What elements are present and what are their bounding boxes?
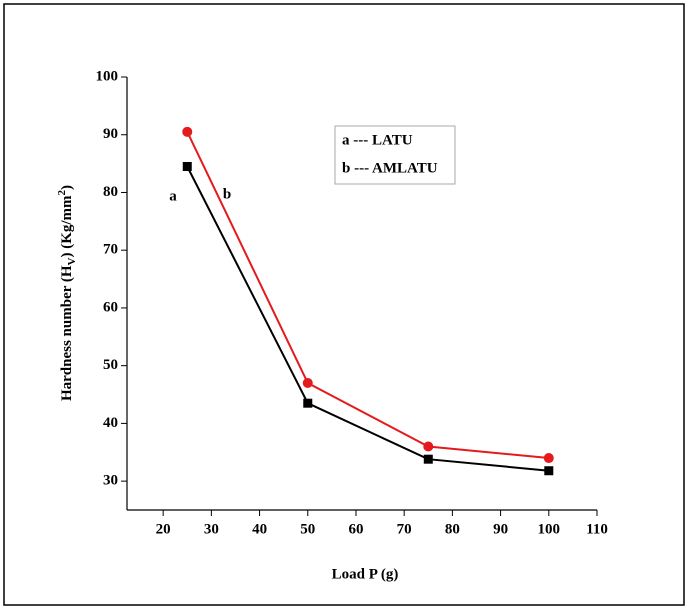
legend-entry: b --- AMLATU	[342, 160, 438, 176]
y-tick-label: 80	[103, 184, 118, 200]
marker	[182, 126, 193, 137]
x-tick-label: 110	[586, 521, 608, 537]
marker	[182, 161, 192, 171]
x-tick-label: 20	[156, 521, 171, 537]
x-tick-label: 90	[493, 521, 508, 537]
series-line	[186, 166, 549, 472]
y-tick-label: 70	[103, 242, 118, 258]
annotation: a	[169, 188, 177, 204]
y-axis-label: Hardness number (HV) (Kg/mm2)	[56, 185, 78, 401]
x-tick-label: 100	[538, 521, 561, 537]
marker	[544, 466, 554, 476]
x-tick-label: 40	[252, 521, 267, 537]
series-line	[186, 131, 549, 460]
y-tick-label: 90	[103, 126, 118, 142]
x-tick-label: 70	[397, 521, 412, 537]
y-tick-label: 60	[103, 299, 118, 315]
y-tick-label: 30	[103, 473, 118, 489]
x-axis-label: Load P (g)	[332, 566, 399, 582]
marker	[423, 454, 433, 464]
x-tick-label: 60	[348, 521, 363, 537]
y-tick-label: 40	[103, 415, 118, 431]
marker	[543, 453, 554, 464]
y-tick-label: 50	[103, 357, 118, 373]
annotation: b	[223, 186, 231, 202]
y-tick-label: 100	[96, 68, 119, 84]
x-tick-label: 30	[204, 521, 219, 537]
x-tick-label: 80	[445, 521, 460, 537]
legend-box	[334, 125, 456, 185]
marker	[423, 441, 434, 452]
marker	[302, 377, 313, 388]
frame	[3, 3, 685, 606]
marker	[303, 398, 313, 408]
x-tick-label: 50	[300, 521, 315, 537]
legend-entry: a --- LATU	[342, 132, 413, 148]
